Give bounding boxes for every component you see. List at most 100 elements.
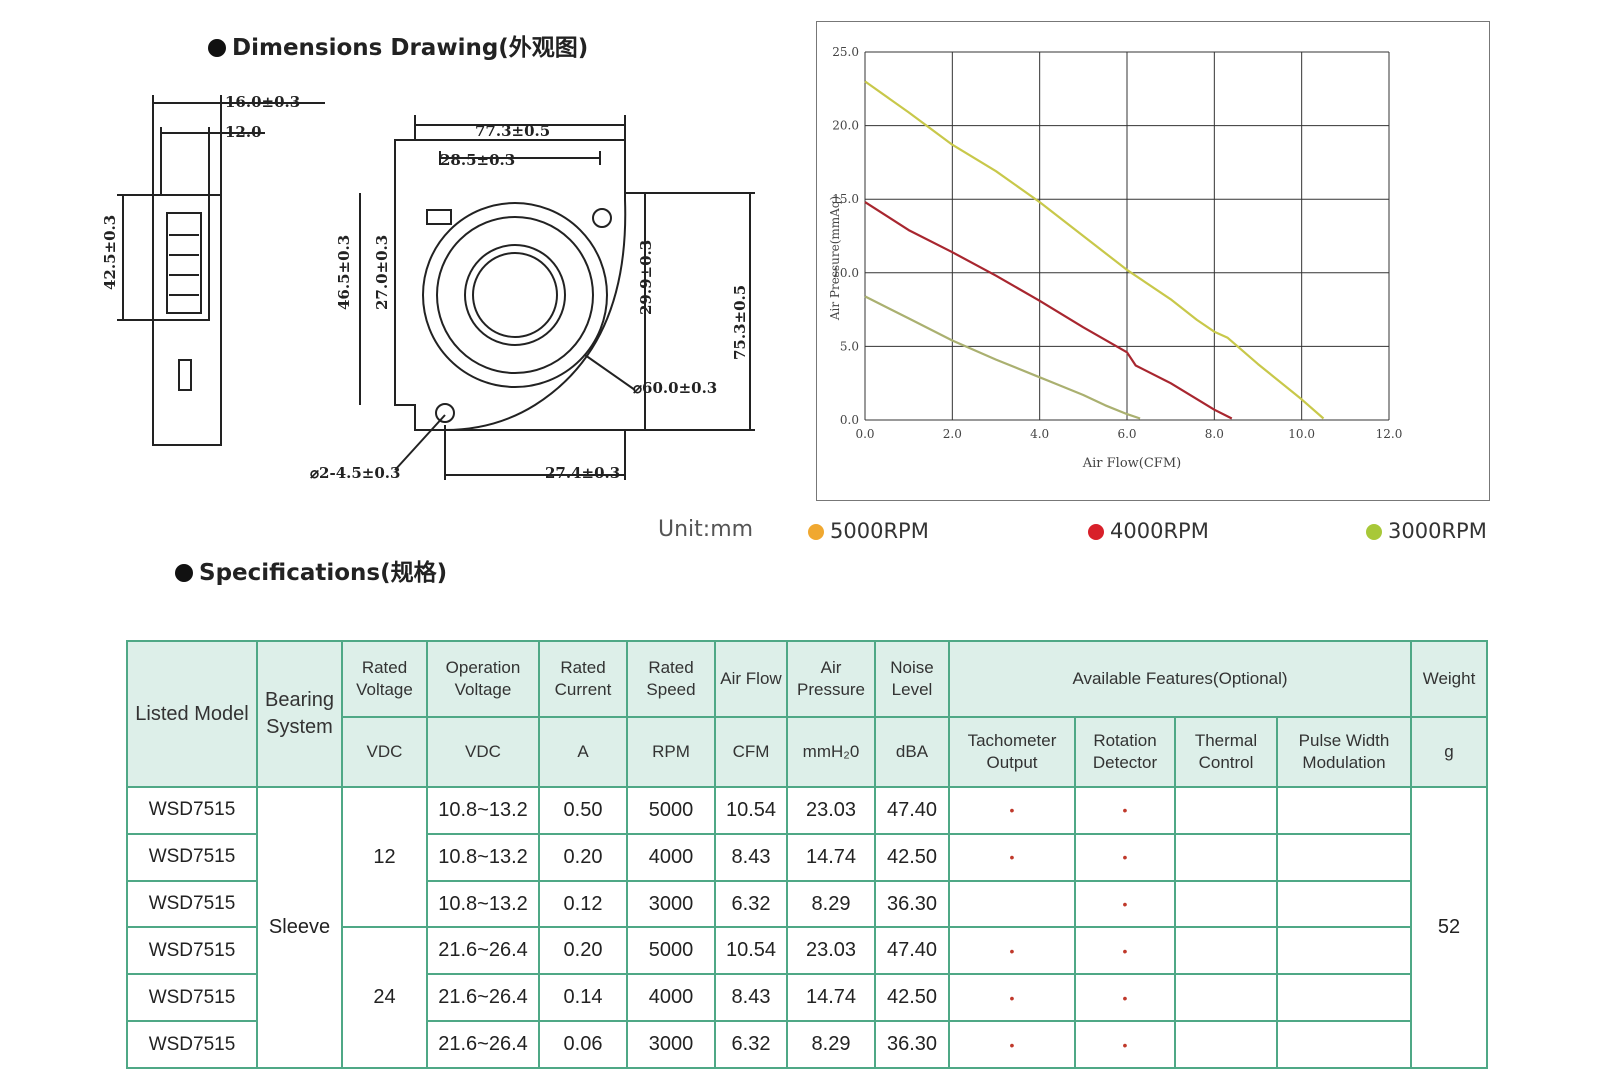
dim-label-side-height: 42.5±0.3	[101, 215, 119, 290]
cell-noise: 47.40	[874, 926, 950, 976]
chart-series	[864, 80, 1325, 420]
cell-model: WSD7515	[126, 926, 258, 976]
chart-frame: 0.0 2.0 4.0 6.0 8.0 10.0 12.0 0.0 5.0 10.0 15.0 20.…	[816, 21, 1490, 501]
legend-item-5000: 5000RPM	[808, 519, 929, 543]
cell-current: 0.20	[538, 832, 628, 882]
header-rated-current: Rated Current	[538, 640, 628, 718]
header-operation-voltage: Operation Voltage	[426, 640, 540, 718]
unit-air-flow: CFM	[714, 716, 788, 788]
header-bearing-system: Bearing System	[256, 640, 343, 788]
unit-rated-current: A	[538, 716, 628, 788]
header-row: Listed Model Bearing System Rated Voltag…	[126, 640, 1489, 788]
cell-op-voltage: 10.8~13.2	[426, 879, 540, 929]
cell-tach: •	[948, 1020, 1076, 1069]
cell-rot: •	[1074, 832, 1176, 882]
cell-model: WSD7515	[126, 879, 258, 929]
cell-flow: 8.43	[714, 973, 788, 1023]
specifications-title: Specifications(规格)	[175, 553, 447, 587]
unit-rated-voltage: VDC	[341, 716, 428, 788]
header-noise-level: Noise Level	[874, 640, 950, 718]
cell-weight: 52	[1410, 786, 1489, 1069]
unit-weight: g	[1410, 716, 1489, 788]
table-row: WSD7515 21.6~26.4 0.14 4000 8.43 14.74 4…	[126, 973, 1487, 1023]
header-air-pressure: Air Pressure	[786, 640, 876, 718]
cell-flow: 8.43	[714, 832, 788, 882]
header-thermal-control: Thermal Control	[1174, 716, 1278, 788]
dimensions-title: Dimensions Drawing(外观图)	[208, 28, 588, 62]
legend-label-5000: 5000RPM	[830, 519, 929, 543]
x-tick-label: 10.0	[1288, 427, 1315, 441]
cell-noise: 42.50	[874, 973, 950, 1023]
y-axis-label: Air Pressure(mmAq)	[828, 196, 842, 321]
cell-current: 0.20	[538, 926, 628, 976]
dim-label-overall-width: 77.3±0.5	[475, 122, 550, 140]
header-pwm: Pulse Width Modulation	[1275, 716, 1413, 788]
cell-pressure: 23.03	[786, 786, 876, 835]
cell-pressure: 8.29	[786, 1020, 876, 1069]
dim-label-side-inner: 12.0	[225, 123, 262, 141]
series-line-3000rpm	[864, 295, 1141, 420]
y-tick-label: 15.0	[832, 192, 859, 206]
impeller-outer-icon	[422, 202, 608, 388]
chart-ticks: 0.0 2.0 4.0 6.0 8.0 10.0 12.0 0.0 5.0 10.0 15.0 20.…	[832, 45, 1402, 441]
cell-op-voltage: 21.6~26.4	[426, 973, 540, 1023]
cell-pressure: 8.29	[786, 879, 876, 929]
cell-model: WSD7515	[126, 832, 258, 882]
specifications-title-text: Specifications(规格)	[199, 560, 448, 586]
x-axis-label: Air Flow(CFM)	[1082, 456, 1181, 471]
performance-chart: 0.0 2.0 4.0 6.0 8.0 10.0 12.0 0.0 5.0 10.0 15.0 20.…	[828, 45, 1402, 471]
unit-rated-speed: RPM	[626, 716, 716, 788]
x-tick-label: 4.0	[1030, 427, 1049, 441]
cell-pressure: 23.03	[786, 926, 876, 976]
specifications-table: Listed Model Bearing System Rated Voltag…	[126, 640, 1489, 1069]
mount-hole-top-icon	[592, 208, 612, 228]
series-line-5000rpm	[864, 80, 1325, 420]
dimensions-drawing: 16.0±0.3 12.0 42.5±0.3 77.3±0.5 28.5±0.3…	[101, 93, 755, 482]
legend-swatch-4000-icon	[1088, 524, 1104, 540]
legend-item-3000: 3000RPM	[1366, 519, 1487, 543]
cell-noise: 47.40	[874, 786, 950, 835]
unit-operation-voltage: VDC	[426, 716, 540, 788]
cell-tach: •	[948, 832, 1076, 882]
mount-hole-bottom-icon	[435, 403, 455, 423]
header-air-flow: Air Flow	[714, 640, 788, 718]
cell-thermal	[1174, 786, 1278, 835]
unit-noise-level: dBA	[874, 716, 950, 788]
legend-label-4000: 4000RPM	[1110, 519, 1209, 543]
cell-rot: •	[1074, 973, 1176, 1023]
cell-flow: 10.54	[714, 926, 788, 976]
cell-thermal	[1174, 832, 1278, 882]
cell-thermal	[1174, 879, 1278, 929]
cell-speed: 4000	[626, 973, 716, 1023]
x-tick-label: 2.0	[943, 427, 962, 441]
y-tick-label: 10.0	[832, 266, 859, 280]
table-row: WSD7515 21.6~26.4 0.06 3000 6.32 8.29 36…	[126, 1020, 1487, 1069]
cell-rot: •	[1074, 879, 1176, 929]
y-tick-label: 5.0	[840, 339, 859, 353]
header-weight: Weight	[1410, 640, 1489, 718]
header-rotation-detector: Rotation Detector	[1074, 716, 1176, 788]
y-tick-label: 0.0	[840, 413, 859, 427]
legend-swatch-3000-icon	[1366, 524, 1382, 540]
chart-grid	[864, 51, 1390, 421]
cell-op-voltage: 10.8~13.2	[426, 832, 540, 882]
cell-pwm	[1275, 879, 1413, 929]
cell-thermal	[1174, 1020, 1278, 1069]
table-row: WSD7515 24 21.6~26.4 0.20 5000 10.54 23.…	[126, 926, 1487, 1069]
cell-flow: 10.54	[714, 786, 788, 835]
y-tick-label: 20.0	[832, 119, 859, 133]
header-available-features: Available Features(Optional)	[947, 640, 1413, 718]
cell-noise: 36.30	[874, 1020, 950, 1069]
cell-pwm	[1275, 926, 1413, 976]
cell-pressure: 14.74	[786, 832, 876, 882]
cell-noise: 42.50	[874, 832, 950, 882]
cell-op-voltage: 21.6~26.4	[426, 926, 540, 976]
cell-rot: •	[1074, 786, 1176, 835]
cell-thermal	[1174, 926, 1278, 976]
cell-flow: 6.32	[714, 1020, 788, 1069]
cell-model: WSD7515	[126, 1020, 258, 1069]
dim-label-overall-height: 75.3±0.5	[731, 285, 749, 360]
unit-row: VDC VDC A RPM CFM mmH₂0 dBA Tachometer O…	[127, 716, 1489, 788]
table-row: WSD7515 Sleeve 12 10.8~13.2 0.50 5000 10…	[126, 785, 1489, 1069]
y-tick-label: 25.0	[832, 45, 859, 59]
